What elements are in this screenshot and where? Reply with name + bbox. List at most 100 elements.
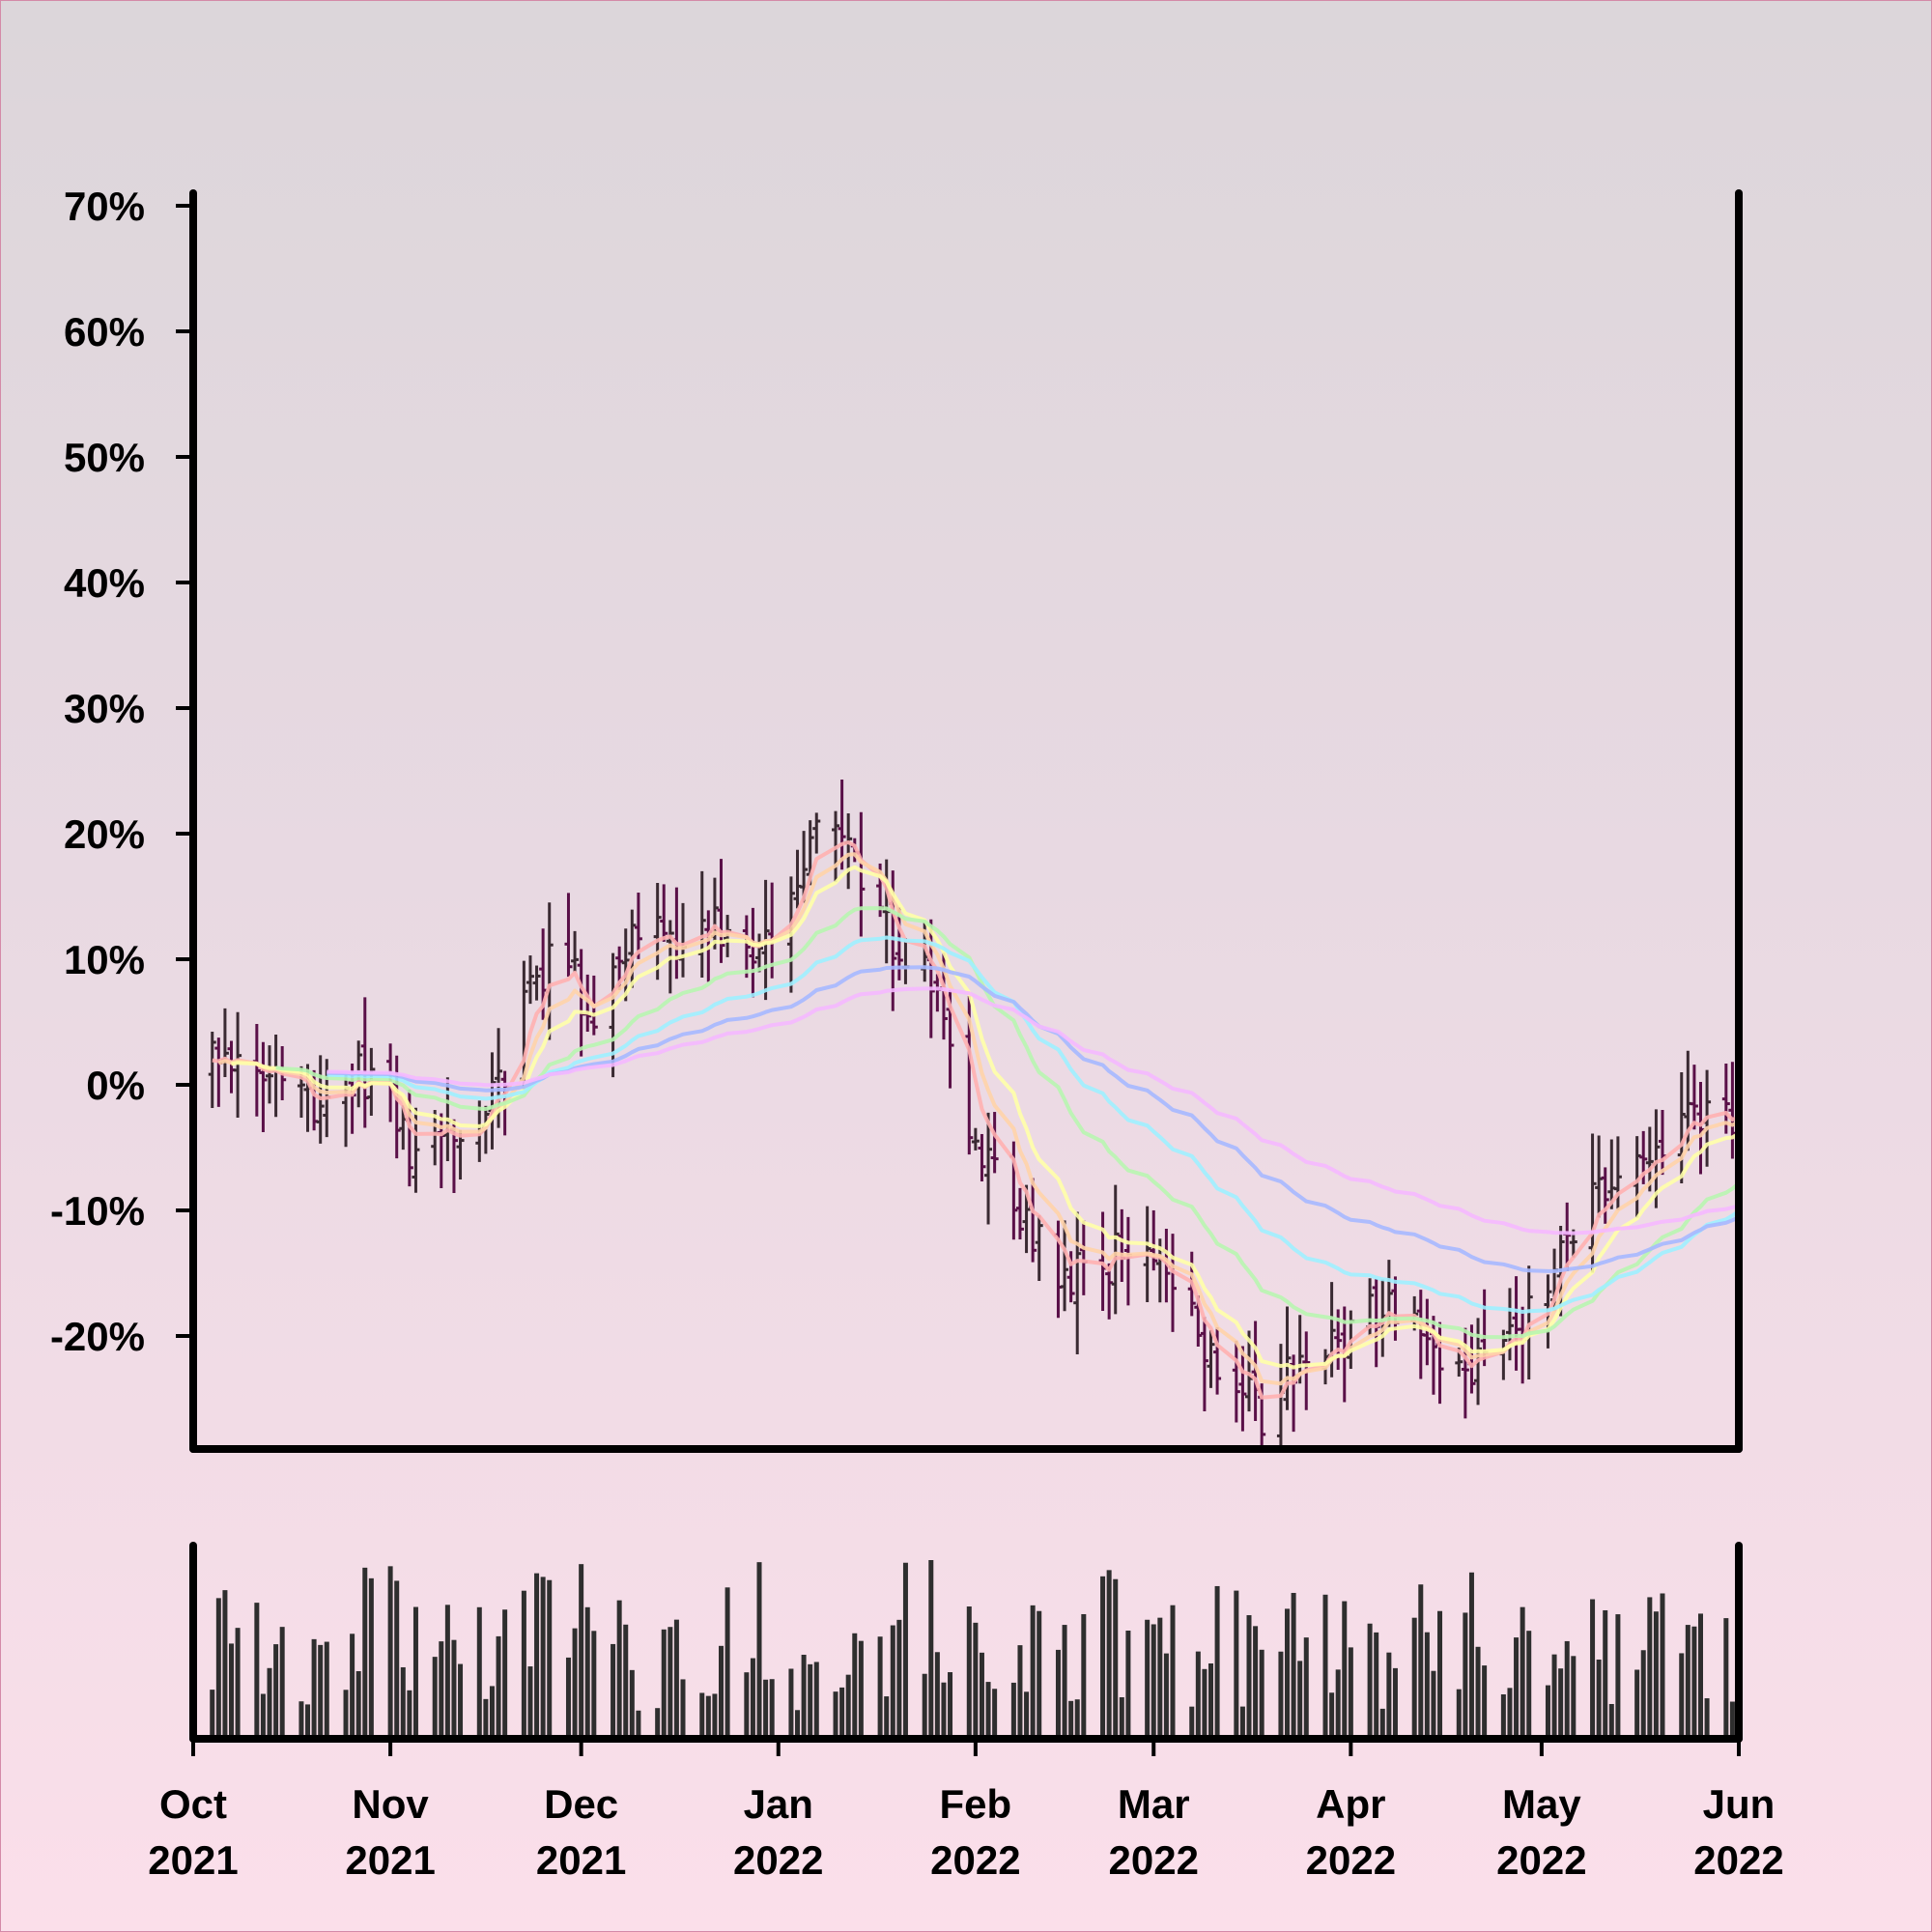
volume-bar <box>1189 1706 1195 1739</box>
volume-bar <box>813 1662 819 1739</box>
ohlc-bar <box>1512 1276 1520 1371</box>
volume-bar <box>1431 1670 1436 1739</box>
volume-bar <box>724 1587 730 1739</box>
volume-bar <box>483 1698 489 1739</box>
ohlc-bar <box>653 883 662 980</box>
volume-panel: Oct 2021 Nov 2021 Dec 2021 Jan 2022 Feb 2022 Mar 20… <box>148 1542 1784 1883</box>
volume-bar <box>279 1627 285 1739</box>
ohlc-bar <box>990 1112 999 1174</box>
ohlc-bar <box>266 1045 274 1104</box>
volume-bar <box>1653 1611 1659 1739</box>
ohlc-bar <box>634 893 642 959</box>
y-tick-label: 60% <box>64 309 145 355</box>
volume-bar <box>858 1640 864 1739</box>
volume-bar <box>636 1710 641 1739</box>
volume-bar <box>1660 1593 1665 1739</box>
x-tick-label-month: Jan <box>744 1781 813 1827</box>
volume-bar <box>769 1679 775 1739</box>
y-tick-label: 0% <box>86 1063 145 1108</box>
ohlc-bar <box>252 1024 261 1117</box>
ohlc-bar <box>857 811 866 937</box>
ohlc-bar <box>812 812 821 854</box>
volume-bar <box>1157 1617 1163 1739</box>
x-tick-label-year: 2021 <box>536 1837 626 1883</box>
volume-bar <box>877 1636 883 1739</box>
volume-bar <box>1564 1640 1570 1739</box>
volume-bar <box>922 1673 927 1739</box>
ohlc-bar <box>984 1112 993 1225</box>
ohlc-bar <box>717 859 725 963</box>
x-tick-label-month: Jun <box>1703 1781 1776 1827</box>
volume-bar <box>1437 1610 1443 1739</box>
volume-bar <box>839 1687 845 1739</box>
volume-bar <box>407 1690 412 1739</box>
volume-bar <box>210 1690 215 1739</box>
price-axes <box>189 189 1743 1453</box>
volume-bar <box>801 1654 807 1739</box>
ohlc-bar <box>838 779 846 870</box>
volume-bar <box>1379 1708 1385 1739</box>
volume-bar <box>661 1629 667 1739</box>
volume-bar <box>948 1672 953 1739</box>
ohlc-bar <box>793 849 802 909</box>
volume-bar <box>324 1641 329 1739</box>
ohlc-bar <box>978 1133 986 1181</box>
volume-bar <box>884 1696 890 1739</box>
volume-bar <box>890 1625 895 1739</box>
volume-bar <box>788 1668 794 1739</box>
volume-bar <box>502 1609 508 1739</box>
volume-axes <box>189 1542 1743 1743</box>
volume-bar <box>1322 1594 1328 1739</box>
volume-bar <box>985 1682 991 1739</box>
volume-bar <box>705 1695 711 1739</box>
volume-bar <box>1125 1630 1131 1739</box>
volume-bar <box>579 1564 584 1739</box>
volume-bar <box>808 1663 813 1739</box>
volume-bar <box>298 1701 304 1739</box>
volume-bar <box>992 1689 998 1739</box>
volume-bar <box>584 1606 590 1739</box>
x-tick-label-month: May <box>1502 1781 1581 1827</box>
ohlc-bar <box>609 952 617 1078</box>
ohlc-bar <box>392 1055 401 1159</box>
volume-bar <box>973 1622 979 1739</box>
volume-bar <box>1278 1651 1284 1739</box>
volume-bar <box>1551 1654 1557 1739</box>
volume-bar <box>260 1693 266 1739</box>
volume-bar <box>496 1635 501 1739</box>
volume-bar <box>540 1577 546 1739</box>
volume-bar <box>1342 1601 1348 1739</box>
moving-average-line <box>231 865 1739 1370</box>
volume-bar <box>1055 1649 1061 1739</box>
volume-bar <box>1603 1609 1608 1739</box>
ohlc-bar <box>234 1011 242 1119</box>
ohlc-bar <box>1111 1184 1120 1315</box>
ohlc-bar <box>1035 1215 1043 1281</box>
volume-bar <box>1297 1661 1303 1739</box>
volume-bar <box>547 1579 553 1739</box>
volume-bar <box>1679 1653 1685 1739</box>
volume-bar <box>1615 1614 1621 1739</box>
volume-bar <box>1106 1570 1112 1739</box>
ohlc-bar <box>660 884 668 942</box>
volume-bar <box>1017 1645 1023 1739</box>
volume-bar <box>355 1670 361 1739</box>
volume-bar <box>668 1627 673 1739</box>
volume-bar <box>1704 1698 1710 1739</box>
volume-bar <box>489 1686 495 1739</box>
ohlc-bar <box>564 893 573 978</box>
volume-bar <box>1697 1613 1703 1739</box>
x-tick-label-year: 2022 <box>1306 1837 1396 1883</box>
volume-bar <box>412 1606 418 1739</box>
volume-bar <box>1234 1590 1239 1739</box>
ohlc-bar <box>1200 1317 1208 1411</box>
ohlc-bar <box>1061 1220 1069 1312</box>
volume-bar <box>616 1600 622 1739</box>
x-tick-label-year: 2021 <box>148 1837 238 1883</box>
moving-average-lines <box>212 840 1739 1400</box>
volume-bar <box>673 1619 679 1739</box>
volume-bar <box>1062 1625 1067 1739</box>
volume-bar <box>1463 1612 1468 1739</box>
volume-bar <box>350 1634 355 1739</box>
